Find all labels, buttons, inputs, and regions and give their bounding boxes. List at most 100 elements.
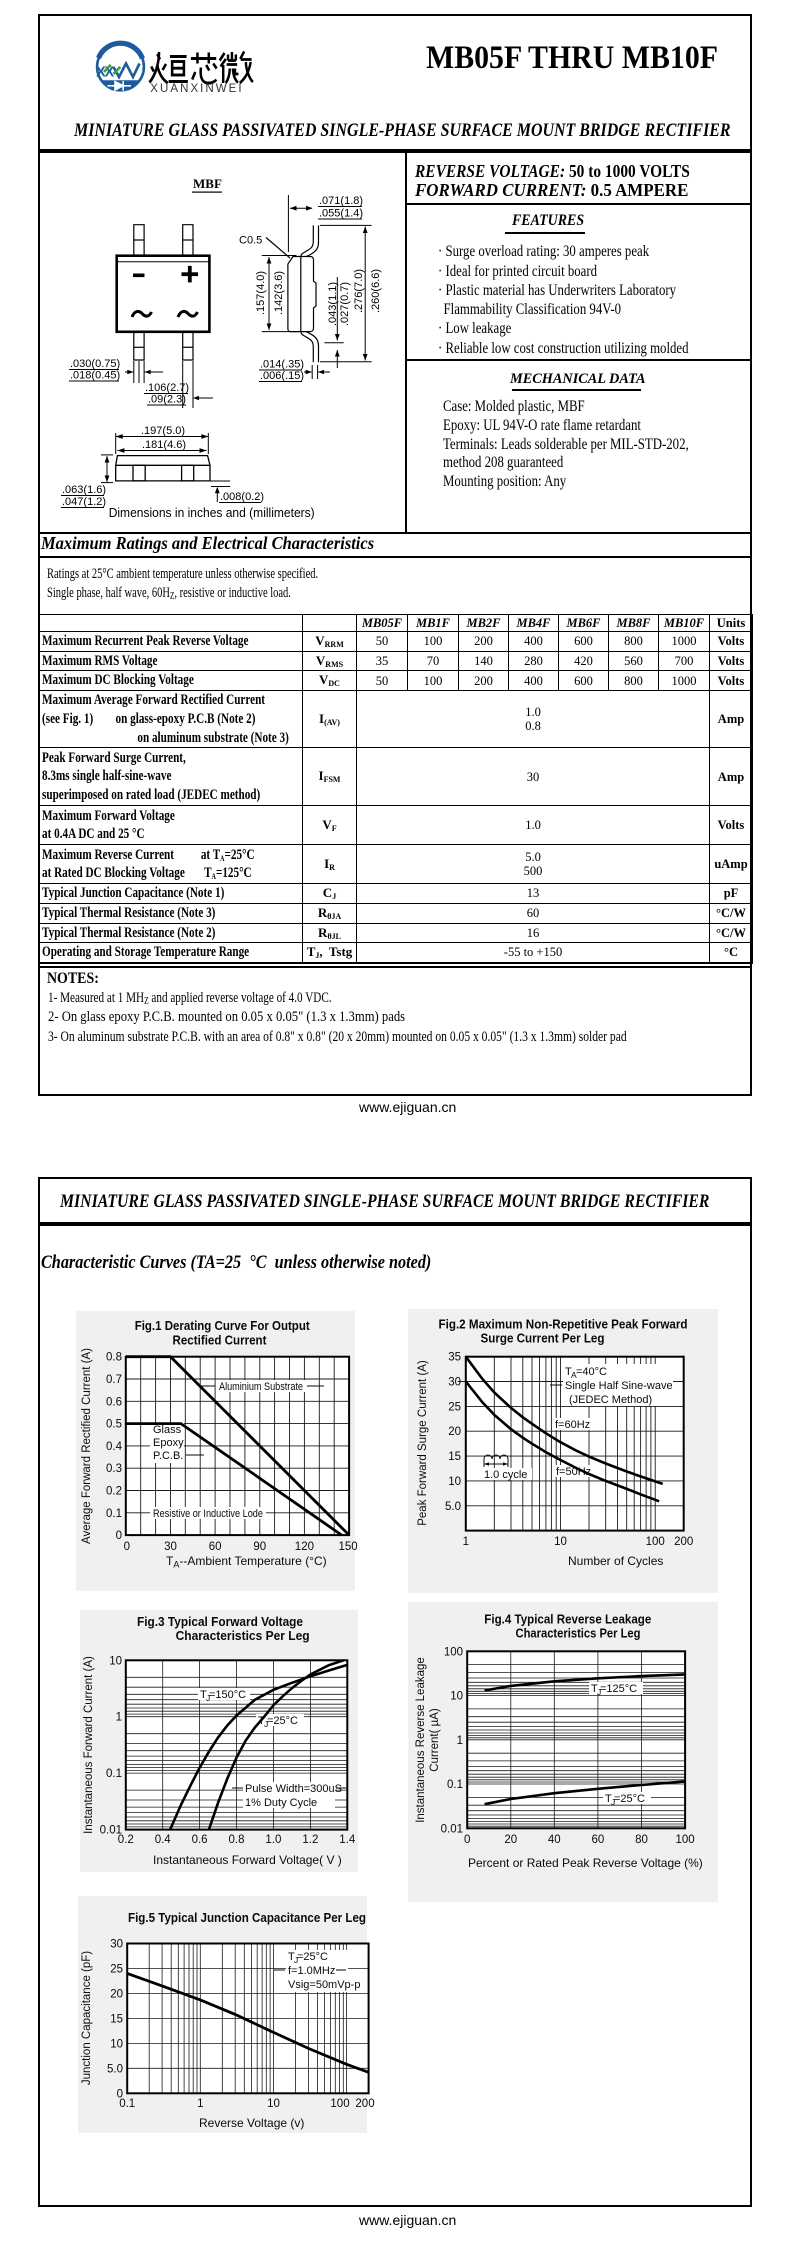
- svg-text:Resistive or Inductive Lode: Resistive or Inductive Lode: [153, 1508, 263, 1520]
- svg-text:J: J: [597, 1687, 601, 1697]
- svg-text:40: 40: [548, 1834, 561, 1846]
- svg-text:Characteristics Per Leg: Characteristics Per Leg: [516, 1627, 641, 1641]
- svg-text:J: J: [294, 1955, 298, 1965]
- svg-text:1.4: 1.4: [339, 1834, 356, 1846]
- svg-text:20: 20: [448, 1426, 461, 1438]
- svg-text:Surge Current Per Leg: Surge Current Per Leg: [481, 1332, 605, 1346]
- svg-text:=150°C: =150°C: [209, 1689, 246, 1701]
- svg-text:20: 20: [504, 1834, 517, 1846]
- svg-text:100: 100: [330, 2098, 349, 2110]
- svg-text:15: 15: [448, 1451, 461, 1463]
- svg-text:10: 10: [110, 2038, 123, 2050]
- svg-text:90: 90: [253, 1541, 266, 1553]
- svg-text:1% Duty Cycle: 1% Duty Cycle: [245, 1797, 317, 1809]
- svg-text:200: 200: [355, 2098, 374, 2110]
- svg-text:5.0: 5.0: [107, 2063, 123, 2075]
- svg-text:.008(0.2): .008(0.2): [220, 491, 264, 503]
- svg-text:.09(2.3): .09(2.3): [148, 394, 186, 406]
- svg-text:(JEDEC Method): (JEDEC Method): [569, 1394, 652, 1406]
- svg-text:0.8: 0.8: [229, 1834, 245, 1846]
- svg-text:Fig.5 Typical Junction Capacit: Fig.5 Typical Junction Capacitance Per L…: [128, 1911, 366, 1925]
- svg-text:=25°C: =25°C: [267, 1715, 298, 1727]
- svg-text:0.2: 0.2: [106, 1486, 122, 1498]
- svg-text:Vsig=50mVp-p: Vsig=50mVp-p: [288, 1979, 360, 1991]
- svg-text:0.1: 0.1: [106, 1768, 122, 1780]
- svg-text:100: 100: [646, 1536, 665, 1548]
- svg-text:J: J: [206, 1693, 210, 1703]
- svg-text:.055(1.4): .055(1.4): [319, 208, 363, 220]
- svg-text:100: 100: [444, 1646, 463, 1658]
- svg-text:Average Forward Rectified Curr: Average Forward Rectified Current (A): [81, 1348, 93, 1544]
- svg-text:.063(1.6): .063(1.6): [62, 484, 106, 496]
- svg-text:.181(4.6): .181(4.6): [142, 439, 186, 451]
- svg-text:.018(0.45): .018(0.45): [70, 370, 120, 382]
- svg-text:Reverse Voltage (v): Reverse Voltage (v): [199, 2116, 304, 2130]
- svg-text:0.7: 0.7: [106, 1374, 122, 1386]
- svg-text:0.8: 0.8: [106, 1352, 122, 1364]
- svg-text:0.6: 0.6: [106, 1396, 122, 1408]
- svg-text:Instantaneous Forward Current: Instantaneous Forward Current (A): [83, 1656, 95, 1834]
- svg-text:30: 30: [110, 1939, 123, 1951]
- svg-text:100: 100: [676, 1834, 695, 1846]
- svg-text:.030(0.75): .030(0.75): [70, 358, 120, 370]
- svg-text:120: 120: [295, 1541, 314, 1553]
- svg-text:XX: XX: [96, 65, 114, 81]
- svg-text:Fig.4 Typical Reverse Leakage: Fig.4 Typical Reverse Leakage: [484, 1613, 651, 1627]
- svg-text:f=60Hz: f=60Hz: [555, 1419, 590, 1431]
- svg-text:Aluminium Substrate: Aluminium Substrate: [219, 1381, 303, 1393]
- svg-text:1: 1: [197, 2098, 203, 2110]
- svg-text:Fig.2 Maximum Non-Repetitive P: Fig.2 Maximum Non-Repetitive Peak Forwar…: [439, 1318, 688, 1332]
- svg-text:T: T: [565, 1366, 572, 1378]
- svg-text:=25°C: =25°C: [297, 1951, 328, 1963]
- svg-text:0: 0: [124, 1541, 130, 1553]
- svg-text:0: 0: [116, 1530, 122, 1542]
- svg-text:0.01: 0.01: [100, 1825, 122, 1837]
- svg-text:Instantaneous Reverse Leakage: Instantaneous Reverse Leakage: [415, 1657, 427, 1823]
- svg-text:XUANXINWEI: XUANXINWEI: [150, 83, 243, 95]
- svg-text:0.5: 0.5: [106, 1419, 122, 1431]
- svg-text:.043(1.1): .043(1.1): [327, 282, 339, 326]
- svg-text:Pulse Width=300uS: Pulse Width=300uS: [245, 1783, 342, 1795]
- svg-text:f=50Hz: f=50Hz: [556, 1466, 591, 1478]
- svg-text:Epoxy: Epoxy: [153, 1437, 184, 1449]
- svg-text:=40°C: =40°C: [576, 1366, 607, 1378]
- svg-text:C0.5: C0.5: [239, 235, 262, 247]
- svg-text:1.2: 1.2: [302, 1834, 318, 1846]
- svg-text:T: T: [200, 1689, 207, 1701]
- svg-text:Fig.3 Typical Forward Voltage: Fig.3 Typical Forward Voltage: [137, 1615, 303, 1629]
- svg-text:0.2: 0.2: [118, 1834, 134, 1846]
- svg-text:.157(4.0): .157(4.0): [255, 271, 267, 315]
- svg-text:Percent or Rated Peak Reverse: Percent or Rated Peak Reverse Voltage (%…: [468, 1856, 703, 1870]
- svg-text:80: 80: [635, 1834, 648, 1846]
- svg-text:1: 1: [116, 1712, 122, 1724]
- svg-text:15: 15: [110, 2013, 123, 2025]
- svg-text:T: T: [288, 1951, 295, 1963]
- svg-text:Instantaneous Forward Voltage(: Instantaneous Forward Voltage( V ): [153, 1853, 342, 1867]
- svg-text:60: 60: [209, 1541, 222, 1553]
- svg-text:0.6: 0.6: [192, 1834, 208, 1846]
- svg-text:1.0: 1.0: [265, 1834, 281, 1846]
- svg-text:10: 10: [109, 1655, 122, 1667]
- svg-text:0: 0: [464, 1834, 470, 1846]
- svg-text:0: 0: [117, 2088, 123, 2100]
- svg-text:.276(7.0): .276(7.0): [353, 269, 365, 313]
- svg-text:25: 25: [448, 1401, 461, 1413]
- svg-text:=125°C: =125°C: [600, 1683, 637, 1695]
- svg-text:Glass: Glass: [153, 1424, 182, 1436]
- svg-text:Peak Forward Surge Current (A): Peak Forward Surge Current (A): [417, 1360, 429, 1526]
- svg-text:.047(1.2): .047(1.2): [62, 496, 106, 508]
- svg-text:TA--Ambient Temperature (°C): TA--Ambient Temperature (°C): [166, 1554, 327, 1570]
- svg-text:MBF: MBF: [193, 176, 222, 191]
- svg-text:Dimensions in inches and (mill: Dimensions in inches and (millimeters): [109, 506, 315, 520]
- svg-text:25: 25: [110, 1964, 123, 1976]
- svg-text:P.C.B.: P.C.B.: [153, 1450, 183, 1462]
- svg-text:20: 20: [110, 1988, 123, 2000]
- svg-text:0.4: 0.4: [155, 1834, 172, 1846]
- svg-text:.260(6.6): .260(6.6): [370, 269, 382, 313]
- svg-text:60: 60: [592, 1834, 605, 1846]
- svg-text:1: 1: [457, 1735, 463, 1747]
- svg-text:f=1.0MHz: f=1.0MHz: [288, 1965, 335, 1977]
- svg-text:1.0 cycle: 1.0 cycle: [484, 1469, 527, 1481]
- svg-text:.014(.35): .014(.35): [260, 359, 304, 371]
- svg-text:Number of Cycles: Number of Cycles: [568, 1554, 663, 1568]
